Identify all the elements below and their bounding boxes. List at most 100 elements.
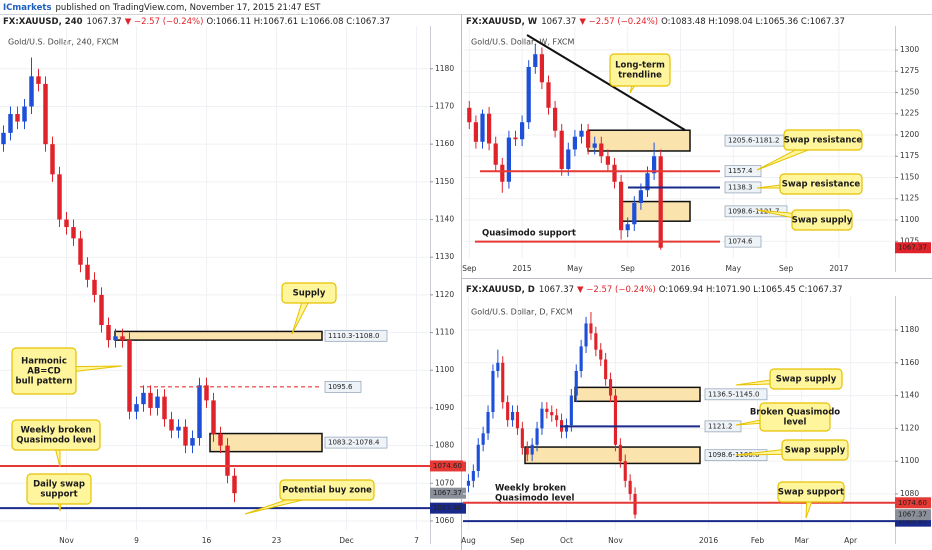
callout-text: Quasimodo level	[16, 436, 96, 446]
symbol: FX:XAUUSD, D	[466, 285, 535, 295]
candle-body	[190, 438, 195, 446]
chart-header: FX:XAUUSD, D 1067.37 ▼ −2.57 (−0.24%) O:106…	[466, 285, 843, 295]
candle-body	[113, 336, 118, 341]
chart-subtitle: Gold/U.S. Dollar, W, FXCM	[471, 38, 575, 47]
y-tick-label: 1100	[435, 365, 454, 374]
candle-body	[569, 395, 573, 426]
candle-body	[29, 76, 34, 107]
chart-subtitle: Gold/U.S. Dollar, D, FXCM	[471, 308, 573, 317]
level-label: 1138.3	[728, 183, 753, 191]
candle-body	[539, 54, 545, 83]
y-tick-label: 1120	[900, 423, 919, 432]
zone-label: 1136.5-1145.0	[708, 390, 760, 398]
candle-body	[579, 130, 584, 137]
candle-body	[506, 137, 512, 182]
candle-body	[43, 83, 48, 145]
y-tick-label: 1070	[435, 478, 454, 487]
candle-body	[526, 66, 531, 123]
x-tick-label: Nov	[59, 536, 74, 545]
y-tick-label: 1180	[900, 325, 919, 334]
candle-body	[92, 279, 97, 295]
candle-body	[546, 82, 551, 108]
x-tick-label: Feb	[751, 536, 765, 545]
last-price-label: 1067.37	[898, 511, 927, 519]
candle-body	[612, 164, 617, 182]
candle-body	[501, 362, 505, 403]
candle-body	[579, 346, 583, 371]
candle-body	[632, 202, 637, 225]
candle-body	[559, 130, 564, 169]
x-tick-label: 2016	[699, 536, 718, 545]
x-tick-label: 23	[272, 536, 282, 545]
candle-body	[594, 333, 598, 350]
callout-text: Weekly broken	[20, 426, 91, 436]
candle-body	[608, 379, 613, 396]
candle-body	[589, 323, 593, 334]
candle-body	[36, 76, 41, 84]
candle-body	[8, 114, 13, 133]
y-tick-label: 1140	[435, 215, 454, 224]
x-tick-label: Nov	[608, 536, 623, 545]
callout-box	[791, 209, 853, 231]
y-tick-label: 1300	[900, 45, 919, 54]
y-tick-label: 1060	[435, 516, 454, 525]
symbol: FX:XAUUSD, W	[466, 17, 538, 27]
candle-body	[471, 470, 475, 481]
callout-box	[779, 173, 863, 195]
x-tick-label: 9	[134, 536, 139, 545]
level-label-box	[324, 381, 362, 393]
candle-body	[225, 445, 230, 476]
change: ▼ −2.57 (−0.24%)	[125, 17, 204, 27]
level-label: 1095.6	[328, 383, 353, 391]
last-price-label: 1067.37	[898, 244, 927, 252]
candle-body	[120, 336, 125, 341]
x-tick-label: 16	[202, 536, 212, 545]
candle-body	[633, 493, 637, 515]
candle-body	[592, 143, 597, 148]
zone-label-box	[324, 436, 388, 449]
candle-body	[550, 411, 554, 416]
candle-body	[658, 156, 663, 248]
candle-body	[584, 323, 588, 347]
y-tick-label: 1100	[900, 215, 919, 224]
last-price-box	[895, 242, 931, 254]
level-label: 1121.2	[708, 422, 733, 430]
candle-body	[628, 480, 632, 494]
candle-body	[515, 411, 520, 429]
zone	[114, 330, 323, 341]
candle-body	[57, 174, 62, 220]
candle-body	[525, 448, 529, 455]
candle-body	[232, 475, 237, 494]
y-tick-label: 1080	[900, 489, 919, 498]
candle-body	[473, 122, 479, 142]
candle-body	[64, 219, 69, 228]
candle-body	[651, 156, 657, 174]
x-tick-label: 2015	[513, 264, 532, 273]
candle-body	[493, 143, 498, 165]
zone	[619, 200, 691, 222]
candle-body	[564, 425, 569, 432]
callout-box	[11, 419, 101, 451]
candle-body	[545, 408, 549, 412]
candle-body	[491, 370, 495, 412]
axis-price-label: 1063.40	[433, 504, 462, 512]
y-tick-label: 1080	[435, 441, 454, 450]
change: ▼ −2.57 (−0.24%)	[577, 285, 656, 295]
annotation-text: Quasimodo level	[495, 494, 575, 504]
candle-body	[481, 433, 485, 445]
zone	[574, 386, 701, 403]
candle-body	[533, 54, 538, 67]
y-tick-label: 1130	[435, 252, 454, 261]
candle-body	[141, 392, 146, 405]
y-tick-label: 1275	[900, 66, 919, 75]
candle-body	[506, 402, 510, 421]
x-tick-label: Sep	[621, 264, 635, 273]
last-price-box	[430, 487, 466, 499]
callout-box	[759, 402, 831, 432]
x-tick-label: Aug	[461, 536, 476, 545]
callout-box	[609, 53, 671, 87]
candle-body	[599, 349, 603, 360]
zone-label-box	[704, 388, 768, 401]
